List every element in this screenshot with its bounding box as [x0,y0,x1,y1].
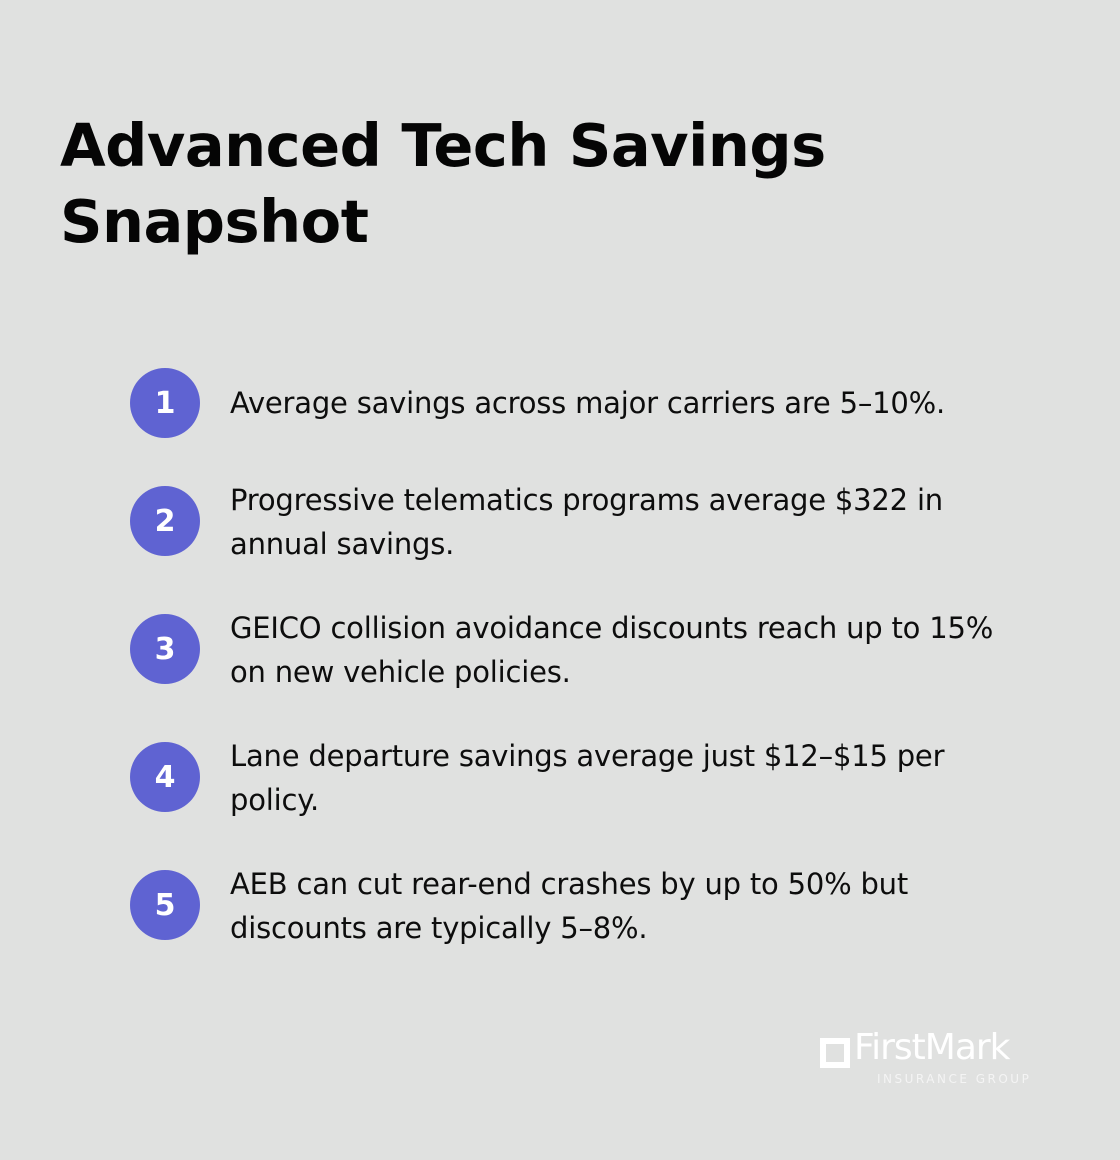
list-item: 1 Average savings across major carriers … [130,368,1030,468]
number-badge: 5 [130,870,200,940]
number-badge: 1 [130,368,200,438]
list-item-text: AEB can cut rear-end crashes by up to 50… [230,867,909,945]
firstmark-logo: FirstMark INSURANCE GROUP [820,1028,1060,1094]
list-item-text: GEICO collision avoidance discounts reac… [230,611,994,689]
logo-wordmark: FirstMark [854,1027,1011,1068]
number-badge: 2 [130,486,200,556]
list-item: 2 Progressive telematics programs averag… [130,483,1030,586]
number-badge: 3 [130,614,200,684]
logo-tagline: INSURANCE GROUP [877,1072,1032,1086]
logo-square-icon [820,1038,850,1068]
list-item-text: Average savings across major carriers ar… [230,386,946,420]
page-title: Advanced Tech Savings Snapshot [60,111,826,256]
list-item: 4 Lane departure savings average just $1… [130,739,1030,842]
list-item-text: Lane departure savings average just $12–… [230,739,945,817]
list-item-text: Progressive telematics programs average … [230,483,943,561]
list-item: 3 GEICO collision avoidance discounts re… [130,611,1030,714]
number-badge: 4 [130,742,200,812]
list-item: 5 AEB can cut rear-end crashes by up to … [130,867,1030,970]
